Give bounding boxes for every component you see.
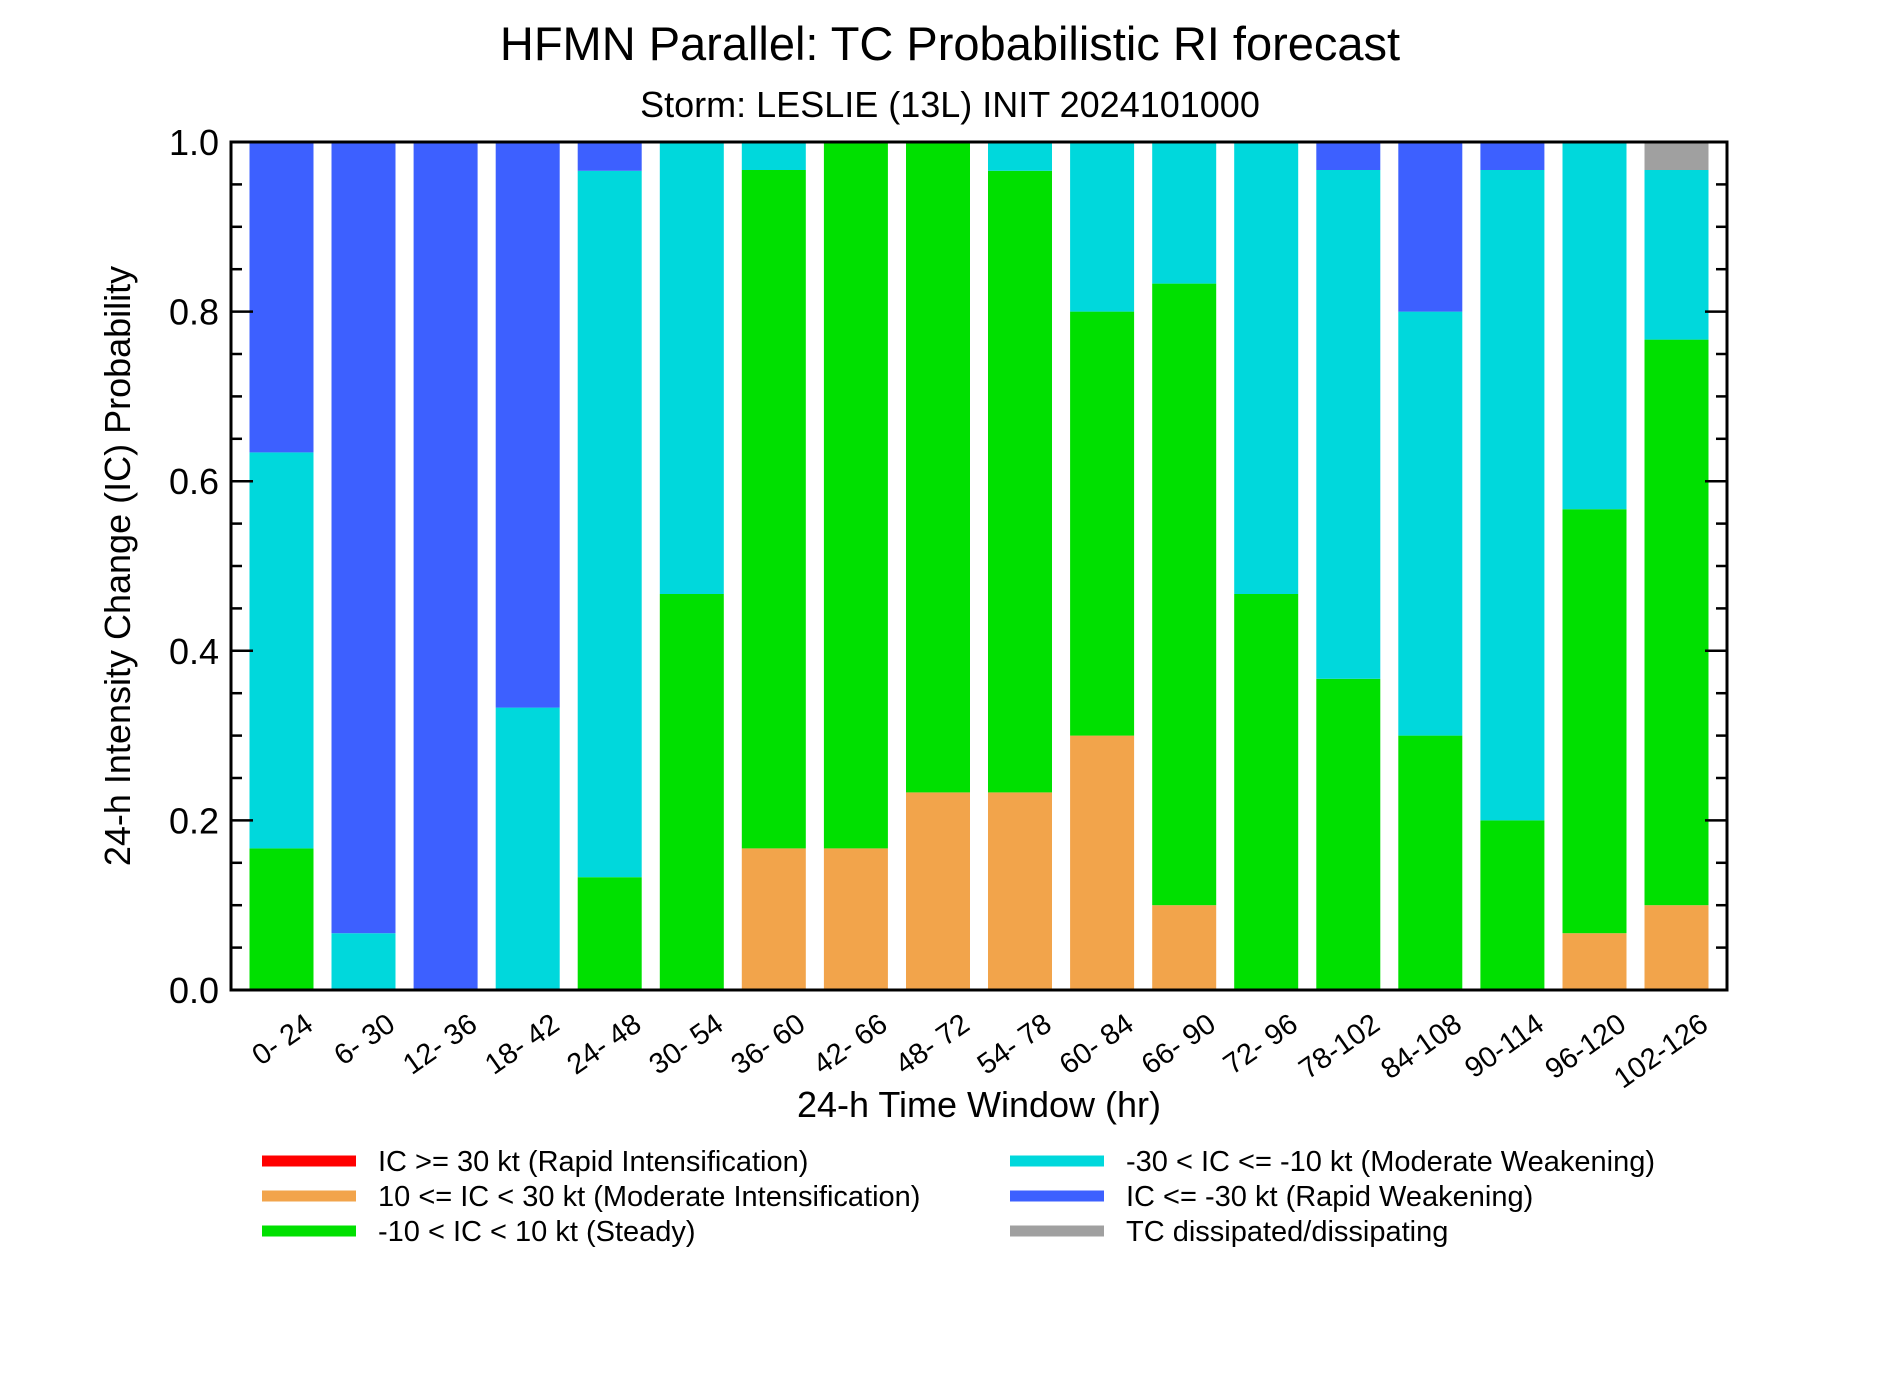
- y-tick-label: 0.2: [169, 800, 219, 841]
- bar-segment-2-9: [988, 170, 1052, 793]
- bar-segment-3-12: [1234, 142, 1299, 594]
- bar-segment-4-13: [1316, 142, 1381, 170]
- bar-segment-4-4: [577, 142, 642, 171]
- x-tick-label: 78-102: [1293, 1008, 1385, 1086]
- x-tick-label: 6- 30: [328, 1008, 401, 1072]
- bar-segment-2-4: [577, 877, 642, 990]
- bar-segment-3-10: [1070, 142, 1135, 312]
- bar-segment-3-4: [577, 170, 642, 878]
- bar-segment-4-1: [331, 142, 396, 934]
- x-tick-label: 90-114: [1459, 1008, 1550, 1085]
- x-axis-title: 24-h Time Window (hr): [797, 1084, 1161, 1125]
- bar-segment-2-8: [906, 142, 970, 793]
- bar-segment-1-17: [1644, 905, 1709, 990]
- bar-segment-3-17: [1644, 170, 1709, 340]
- bar-segment-3-14: [1398, 311, 1463, 736]
- bar-segment-1-7: [823, 848, 888, 990]
- x-tick-label: 102-126: [1608, 1008, 1714, 1095]
- bar-segment-1-11: [1152, 905, 1217, 990]
- bar-segment-1-6: [741, 848, 806, 990]
- x-tick-label: 0- 24: [246, 1008, 319, 1072]
- y-tick-labels: 0.0 0.2 0.4 0.6 0.8 1.0: [169, 122, 219, 1011]
- bar-segment-3-11: [1152, 142, 1217, 284]
- bar-segment-2-17: [1644, 339, 1709, 906]
- bar-segment-2-0: [249, 848, 314, 990]
- legend-label: IC >= 30 kt (Rapid Intensification): [378, 1146, 808, 1178]
- bars-layer: [249, 142, 1709, 990]
- x-tick-label: 84-108: [1375, 1008, 1467, 1086]
- bar-segment-3-5: [659, 142, 724, 594]
- bar-segment-4-3: [495, 142, 560, 708]
- bar-segment-2-7: [823, 142, 888, 849]
- x-tick-label: 66- 90: [1136, 1008, 1222, 1081]
- x-tick-label: 42- 66: [808, 1008, 894, 1081]
- bar-segment-4-2: [413, 142, 478, 990]
- bar-segment-1-16: [1562, 933, 1627, 990]
- ticks-layer: [231, 140, 1727, 992]
- legend-label: -10 < IC < 10 kt (Steady): [378, 1216, 696, 1248]
- bar-segment-2-13: [1316, 678, 1381, 990]
- y-tick-label: 0.8: [169, 292, 219, 333]
- legend-label: IC <= -30 kt (Rapid Weakening): [1126, 1181, 1533, 1213]
- bar-segment-5-17: [1644, 142, 1709, 170]
- legend-label: -30 < IC <= -10 kt (Moderate Weakening): [1126, 1146, 1655, 1178]
- bar-segment-3-16: [1562, 142, 1627, 510]
- bar-segment-2-12: [1234, 594, 1299, 990]
- bar-segment-3-15: [1480, 170, 1545, 821]
- bar-segment-3-13: [1316, 170, 1381, 679]
- bar-segment-3-6: [741, 142, 806, 170]
- y-tick-label: 0.0: [169, 970, 219, 1011]
- bar-segment-2-14: [1398, 735, 1463, 990]
- x-tick-label: 36- 60: [726, 1008, 812, 1081]
- x-tick-label: 54- 78: [972, 1008, 1058, 1081]
- bar-segment-4-14: [1398, 142, 1463, 312]
- chart-title: HFMN Parallel: TC Probabilistic RI forec…: [500, 17, 1400, 70]
- bar-segment-3-9: [988, 142, 1052, 171]
- x-tick-label: 30- 54: [644, 1008, 730, 1081]
- bar-segment-2-5: [659, 594, 724, 990]
- bar-segment-2-16: [1562, 509, 1627, 934]
- bar-segment-4-0: [249, 142, 314, 453]
- bar-segment-4-15: [1480, 142, 1545, 170]
- bar-segment-3-3: [495, 707, 560, 990]
- legend-label: 10 <= IC < 30 kt (Moderate Intensificati…: [378, 1181, 920, 1213]
- y-tick-label: 0.4: [169, 631, 219, 672]
- x-tick-label: 24- 48: [561, 1008, 647, 1081]
- y-tick-label: 1.0: [169, 122, 219, 163]
- chart-subtitle: Storm: LESLIE (13L) INIT 2024101000: [640, 84, 1260, 125]
- bar-segment-2-11: [1152, 283, 1217, 906]
- bar-segment-1-8: [906, 792, 970, 990]
- x-tick-label: 48- 72: [890, 1008, 976, 1081]
- y-tick-label: 0.6: [169, 461, 219, 502]
- x-tick-label: 18- 42: [479, 1008, 565, 1081]
- bar-segment-2-15: [1480, 820, 1545, 990]
- bar-segment-3-0: [249, 452, 314, 849]
- legend: IC >= 30 kt (Rapid Intensification)10 <=…: [262, 1146, 1655, 1248]
- y-axis-title: 24-h Intensity Change (IC) Probability: [97, 266, 138, 866]
- bar-segment-1-10: [1070, 735, 1135, 990]
- legend-label: TC dissipated/dissipating: [1126, 1216, 1448, 1248]
- bar-segment-1-9: [988, 792, 1052, 990]
- x-tick-label: 12- 36: [397, 1008, 483, 1081]
- x-tick-label: 72- 96: [1218, 1008, 1304, 1081]
- bar-segment-3-1: [331, 933, 396, 990]
- bar-segment-2-6: [741, 170, 806, 849]
- bar-segment-2-10: [1070, 311, 1135, 736]
- x-tick-label: 60- 84: [1054, 1008, 1140, 1081]
